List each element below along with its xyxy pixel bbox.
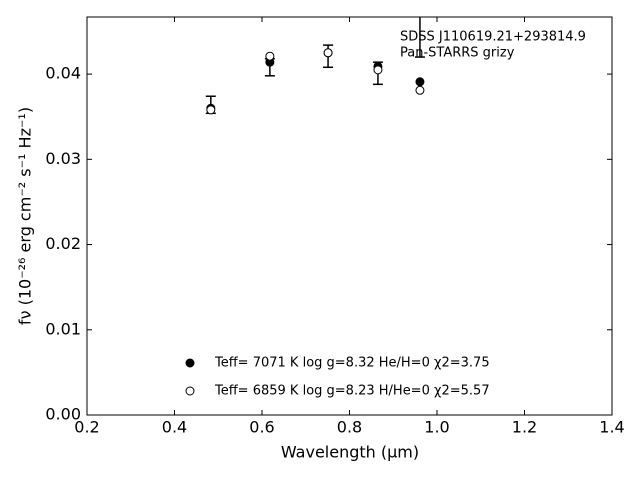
annotation: Pan-STARRS grizy — [400, 46, 515, 61]
x-tick-label: 0.4 — [162, 418, 187, 437]
y-tick-label: 0.03 — [45, 149, 81, 168]
legend-label: Teff= 6859 K log g=8.23 H/He=0 χ2=5.57 — [214, 384, 490, 399]
annotation: SDSS J110619.21+293814.9 — [400, 30, 586, 45]
x-tick-label: 1.4 — [599, 418, 624, 437]
legend-marker — [185, 358, 195, 368]
x-tick-label: 0.6 — [249, 418, 274, 437]
point — [415, 85, 425, 95]
x-tick-label: 0.8 — [337, 418, 362, 437]
point — [323, 48, 333, 58]
point — [265, 51, 275, 61]
x-axis-label: Wavelength (μm) — [281, 443, 419, 462]
point — [373, 65, 383, 75]
legend-label: Teff= 7071 K log g=8.32 He/H=0 χ2=3.75 — [214, 356, 490, 371]
y-axis-label: fν (10⁻²⁶ erg cm⁻² s⁻¹ Hz⁻¹) — [16, 107, 35, 325]
error-bar — [414, 17, 425, 58]
point — [206, 105, 216, 115]
point — [415, 77, 425, 87]
x-tick-label: 0.2 — [74, 418, 99, 437]
x-tick-label: 1.2 — [512, 418, 537, 437]
legend-marker — [185, 386, 195, 396]
y-tick-label: 0.04 — [45, 64, 81, 83]
y-tick-label: 0.01 — [45, 319, 81, 338]
plot-marks — [205, 17, 425, 115]
y-tick-label: 0.00 — [45, 405, 81, 424]
y-tick-label: 0.02 — [45, 234, 81, 253]
x-tick-label: 1.0 — [424, 418, 449, 437]
